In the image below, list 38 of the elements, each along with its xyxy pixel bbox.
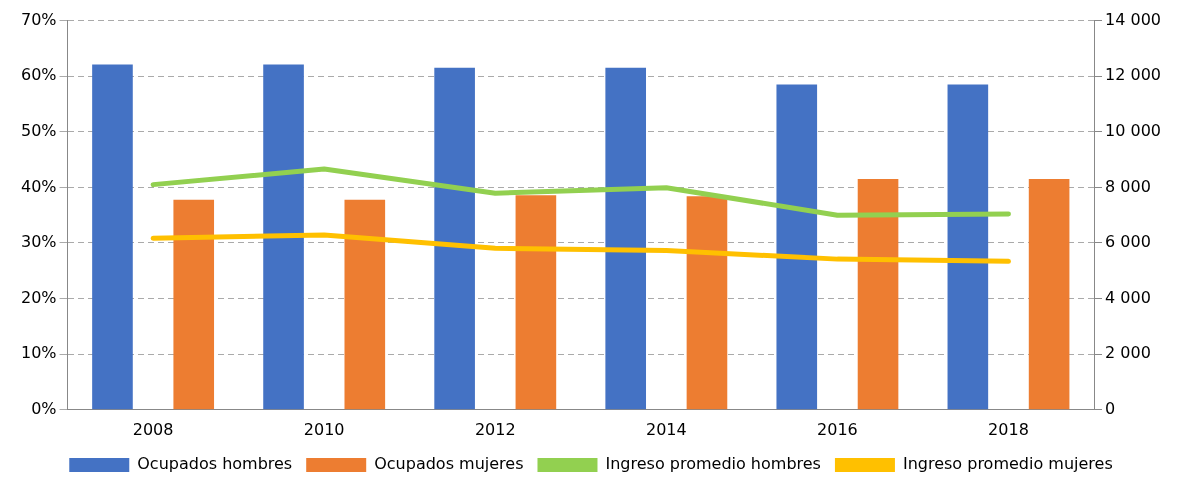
y2-tick-label: 8 000 <box>1105 176 1151 196</box>
y-tick-label: 50% <box>21 120 57 140</box>
bar <box>605 67 647 410</box>
y2-tick-label: 2 000 <box>1105 343 1151 363</box>
bar <box>173 199 215 410</box>
y-tick-label: 30% <box>21 232 57 252</box>
legend-label: Ocupados hombres <box>137 454 293 474</box>
y-tick-label: 0% <box>31 398 57 418</box>
y-tick-label: 60% <box>21 65 57 85</box>
x-tick-label: 2012 <box>474 419 516 439</box>
x-tick-label: 2018 <box>988 419 1029 439</box>
bar <box>344 199 386 410</box>
bar <box>857 179 899 410</box>
y2-tick-label: 12 000 <box>1105 65 1161 85</box>
bar <box>434 67 475 410</box>
x-tick-label: 2008 <box>132 419 174 439</box>
x-tick-label: 2010 <box>303 419 345 439</box>
bar <box>92 64 133 410</box>
y2-tick-label: 14 000 <box>1105 9 1161 29</box>
y2-tick-label: 10 000 <box>1105 120 1161 140</box>
y2-tick-label: 4 000 <box>1105 287 1151 307</box>
bar <box>515 195 557 410</box>
x-tick-label: 2016 <box>817 419 858 439</box>
y2-tick-label: 0 <box>1105 398 1116 418</box>
bar <box>686 196 728 410</box>
y2-tick-label: 6 000 <box>1105 232 1151 252</box>
legend-label: Ingreso promedio hombres <box>605 454 821 474</box>
legend-label: Ingreso promedio mujeres <box>902 454 1113 474</box>
x-tick-label: 2014 <box>645 419 687 439</box>
bar <box>263 64 304 410</box>
y-tick-label: 20% <box>21 287 57 307</box>
bar <box>947 84 989 410</box>
y-tick-label: 10% <box>21 343 57 363</box>
y-tick-label: 40% <box>21 176 57 196</box>
bar <box>776 84 818 410</box>
legend-label: Ocupados mujeres <box>374 454 524 474</box>
y-tick-label: 70% <box>21 9 57 29</box>
bar <box>1028 179 1070 410</box>
